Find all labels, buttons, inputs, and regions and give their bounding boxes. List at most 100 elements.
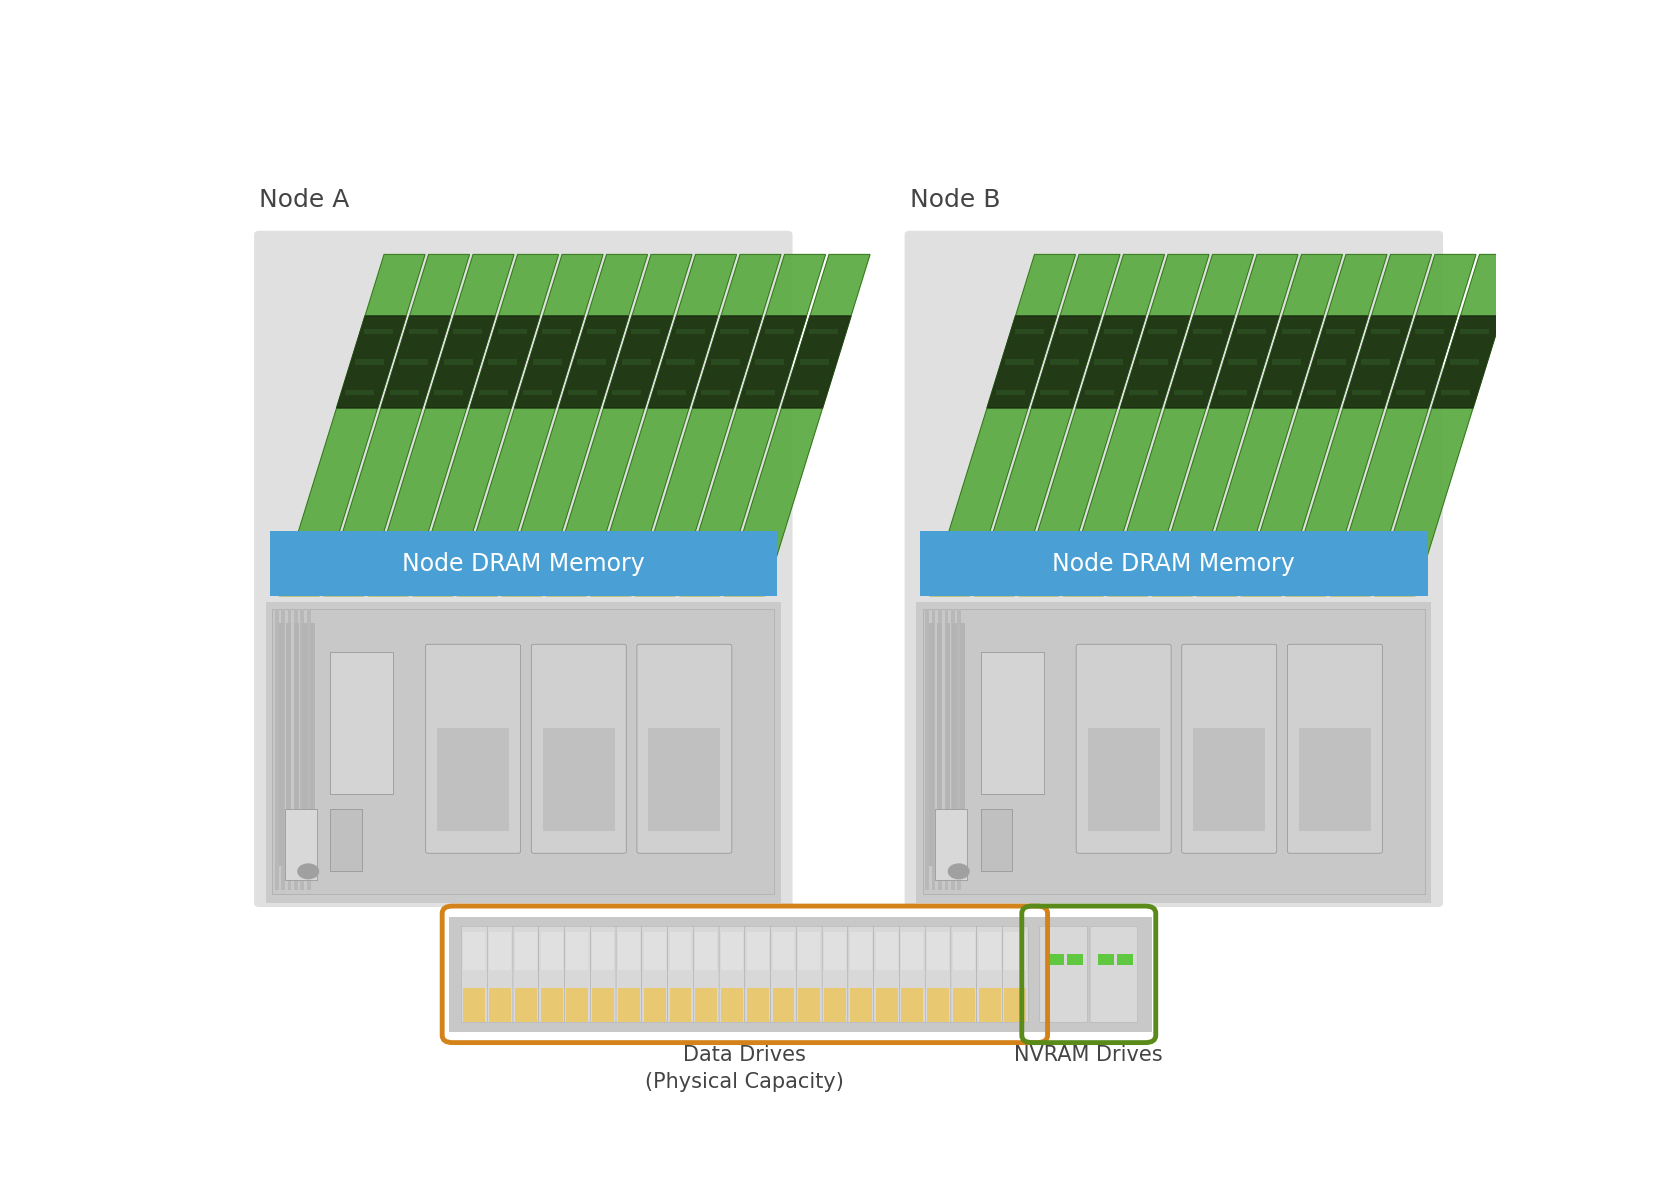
FancyBboxPatch shape — [565, 926, 590, 1022]
FancyBboxPatch shape — [1090, 926, 1138, 1022]
Bar — [632, 328, 660, 334]
Bar — [695, 989, 718, 1021]
Bar — [849, 989, 873, 1021]
Polygon shape — [425, 315, 495, 408]
Bar — [266, 602, 781, 903]
Bar — [720, 328, 750, 334]
FancyBboxPatch shape — [425, 644, 520, 853]
Bar — [756, 359, 784, 364]
Bar — [957, 609, 961, 890]
Bar — [1316, 359, 1346, 364]
Bar — [798, 932, 821, 970]
Polygon shape — [1019, 255, 1165, 596]
Bar — [434, 390, 464, 395]
Bar — [534, 359, 562, 364]
Polygon shape — [974, 255, 1120, 596]
Polygon shape — [1388, 315, 1458, 408]
FancyBboxPatch shape — [977, 926, 1002, 1022]
FancyBboxPatch shape — [771, 926, 796, 1022]
Bar — [676, 328, 705, 334]
Text: Node A: Node A — [259, 188, 349, 212]
Bar — [294, 609, 297, 890]
Bar — [798, 989, 821, 1021]
Polygon shape — [635, 255, 781, 596]
Polygon shape — [1153, 555, 1203, 596]
Bar — [1396, 390, 1424, 395]
Bar — [979, 932, 1001, 970]
Polygon shape — [1062, 255, 1208, 596]
Bar — [1183, 359, 1212, 364]
Bar — [269, 532, 778, 596]
Bar — [1441, 390, 1469, 395]
Bar — [1406, 359, 1434, 364]
Bar — [274, 609, 279, 890]
Polygon shape — [457, 555, 509, 596]
Bar — [937, 624, 942, 865]
Bar — [1351, 390, 1381, 395]
Bar — [568, 390, 597, 395]
FancyBboxPatch shape — [254, 231, 793, 907]
Bar — [309, 624, 314, 865]
Bar — [901, 989, 924, 1021]
Polygon shape — [1152, 255, 1298, 596]
Bar — [1015, 328, 1044, 334]
Text: Data Drives
(Physical Capacity): Data Drives (Physical Capacity) — [645, 1045, 844, 1091]
Bar — [765, 328, 793, 334]
Polygon shape — [680, 255, 826, 596]
Bar — [791, 390, 819, 395]
Polygon shape — [648, 315, 718, 408]
Bar — [409, 328, 437, 334]
Bar — [901, 932, 924, 970]
Bar — [979, 989, 1001, 1021]
Polygon shape — [1374, 255, 1521, 596]
Bar — [567, 932, 588, 970]
Bar — [799, 359, 829, 364]
Polygon shape — [1330, 255, 1476, 596]
Polygon shape — [1298, 315, 1368, 408]
Bar — [1087, 728, 1160, 831]
Bar — [1193, 728, 1265, 831]
Polygon shape — [1019, 555, 1070, 596]
Polygon shape — [1242, 555, 1293, 596]
Polygon shape — [1032, 315, 1100, 408]
Polygon shape — [470, 315, 540, 408]
Bar — [592, 989, 615, 1021]
FancyBboxPatch shape — [874, 926, 899, 1022]
Bar — [961, 624, 966, 865]
Bar — [746, 932, 770, 970]
Text: Node DRAM Memory: Node DRAM Memory — [1052, 551, 1295, 576]
Bar — [1117, 953, 1133, 965]
Bar — [932, 609, 936, 890]
Polygon shape — [1107, 255, 1253, 596]
Bar — [721, 989, 743, 1021]
Bar — [331, 809, 362, 871]
Polygon shape — [322, 255, 470, 596]
Bar — [773, 932, 794, 970]
Bar — [279, 624, 284, 865]
Bar — [1263, 390, 1291, 395]
Polygon shape — [1255, 315, 1323, 408]
Bar — [746, 390, 774, 395]
Bar — [294, 624, 299, 865]
Bar — [1193, 328, 1222, 334]
Bar — [1138, 359, 1168, 364]
Bar — [1047, 953, 1064, 965]
Bar — [1059, 328, 1089, 334]
Text: NVRAM Drives: NVRAM Drives — [1014, 1045, 1163, 1065]
Circle shape — [297, 864, 319, 878]
Polygon shape — [367, 255, 514, 596]
FancyBboxPatch shape — [848, 926, 874, 1022]
Polygon shape — [929, 255, 1075, 596]
Polygon shape — [1331, 555, 1381, 596]
Bar — [437, 728, 509, 831]
Polygon shape — [279, 255, 425, 596]
Bar — [1218, 390, 1246, 395]
Bar — [1238, 328, 1266, 334]
Polygon shape — [736, 315, 806, 408]
Polygon shape — [558, 315, 628, 408]
Polygon shape — [1165, 315, 1235, 408]
FancyBboxPatch shape — [926, 926, 951, 1022]
FancyBboxPatch shape — [899, 926, 926, 1022]
Bar — [981, 809, 1012, 871]
Bar — [1416, 328, 1444, 334]
